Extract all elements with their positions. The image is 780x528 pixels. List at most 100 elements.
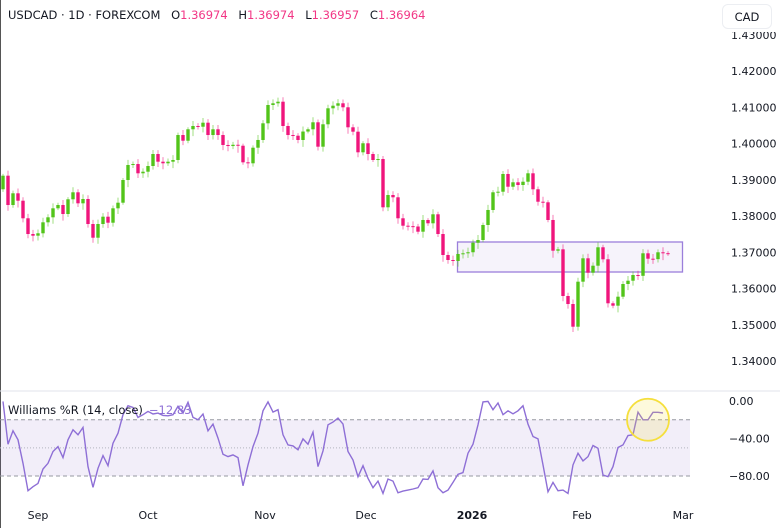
- symbol: USDCAD: [8, 8, 58, 22]
- candle-body: [661, 252, 665, 254]
- candle: [476, 235, 480, 249]
- candle: [291, 130, 295, 140]
- candle-body: [386, 195, 390, 208]
- candle-body: [631, 275, 635, 281]
- candle-body: [161, 161, 165, 164]
- candle: [416, 223, 420, 235]
- candle-body: [71, 192, 75, 200]
- candle-body: [391, 195, 395, 198]
- candle: [351, 124, 355, 136]
- candle-body: [416, 226, 420, 232]
- candle: [306, 127, 310, 134]
- candle: [226, 140, 230, 152]
- price-tick-label: 1.34000: [731, 355, 777, 368]
- williams-r-pane[interactable]: [0, 397, 690, 496]
- candle-body: [426, 219, 430, 224]
- candle-body: [31, 234, 35, 236]
- candle: [466, 247, 470, 258]
- candle: [561, 244, 565, 302]
- candle: [496, 186, 500, 197]
- candle: [586, 253, 590, 279]
- candle: [441, 229, 445, 262]
- candle: [281, 97, 285, 132]
- candle-body: [366, 143, 370, 155]
- candle-body: [656, 252, 660, 260]
- candle-body: [211, 129, 215, 136]
- candle-body: [276, 101, 280, 104]
- candle-body: [136, 164, 140, 174]
- candle: [231, 141, 235, 150]
- candle-body: [486, 209, 490, 225]
- price-pane[interactable]: [1, 97, 684, 333]
- candle-body: [221, 135, 225, 145]
- candle-body: [546, 202, 550, 220]
- time-axis[interactable]: Sep Oct Nov Dec 2026 Feb Mar: [28, 509, 694, 522]
- candle: [391, 191, 395, 203]
- candle: [421, 214, 425, 238]
- candle-body: [566, 296, 570, 305]
- candle-body: [101, 216, 105, 225]
- candle: [66, 197, 70, 217]
- time-tick-label: 2026: [457, 509, 488, 522]
- time-tick-label: Oct: [138, 509, 158, 522]
- price-tick-label: 1.43000: [731, 29, 777, 42]
- candle: [136, 159, 140, 179]
- indicator-tick-label: 0.00: [729, 395, 754, 408]
- symbol-legend[interactable]: USDCAD · 1D · FOREXCOM O1.36974 H1.36974…: [8, 8, 425, 22]
- candle: [541, 196, 545, 208]
- candle: [246, 157, 250, 169]
- candle: [156, 150, 160, 168]
- candle-body: [506, 173, 510, 187]
- candle: [296, 133, 300, 144]
- candle: [191, 120, 195, 137]
- highlight-circle: [626, 397, 670, 442]
- candle: [86, 195, 90, 228]
- candle: [271, 99, 275, 111]
- candle: [491, 190, 495, 213]
- candle-body: [606, 259, 610, 304]
- candle-body: [406, 225, 410, 227]
- candle-body: [171, 159, 175, 162]
- candle-body: [156, 154, 160, 162]
- price-axis[interactable]: 1.43000 1.42000 1.41000 1.40000 1.39000 1.380…: [731, 29, 777, 368]
- candle-body: [666, 253, 670, 255]
- support-resistance-zone: [456, 241, 684, 273]
- candle-body: [466, 252, 470, 254]
- candle: [31, 229, 35, 242]
- candle-body: [356, 131, 360, 153]
- candle-body: [116, 202, 120, 209]
- candle-body: [181, 135, 185, 141]
- candle: [336, 99, 340, 111]
- candle: [236, 139, 240, 153]
- candle-body: [541, 201, 545, 203]
- candle-body: [61, 205, 65, 215]
- candle-body: [196, 125, 200, 127]
- candle: [171, 155, 175, 169]
- candle-body: [351, 127, 355, 132]
- candle-body: [611, 303, 615, 306]
- candle: [551, 214, 555, 258]
- indicator-legend[interactable]: Williams %R (14, close) −12.83: [8, 403, 191, 417]
- candle: [106, 211, 110, 229]
- close-value: 1.36964: [377, 8, 426, 22]
- candle: [266, 100, 270, 130]
- currency-button[interactable]: CAD: [722, 4, 772, 29]
- candle-body: [511, 182, 515, 187]
- open-key: O: [171, 8, 181, 22]
- time-tick-label: Sep: [28, 509, 49, 522]
- candle: [446, 251, 450, 264]
- candle: [401, 213, 405, 230]
- candle: [196, 123, 200, 130]
- indicator-value: −12.83: [148, 403, 192, 417]
- candle: [241, 143, 245, 165]
- candle: [276, 97, 280, 107]
- candle: [511, 178, 515, 190]
- candle-body: [296, 135, 300, 140]
- candle: [506, 169, 510, 193]
- candle: [71, 187, 75, 204]
- candle: [641, 249, 645, 281]
- time-tick-label: Feb: [572, 509, 591, 522]
- price-tick-label: 1.42000: [731, 65, 777, 78]
- candle-body: [646, 253, 650, 259]
